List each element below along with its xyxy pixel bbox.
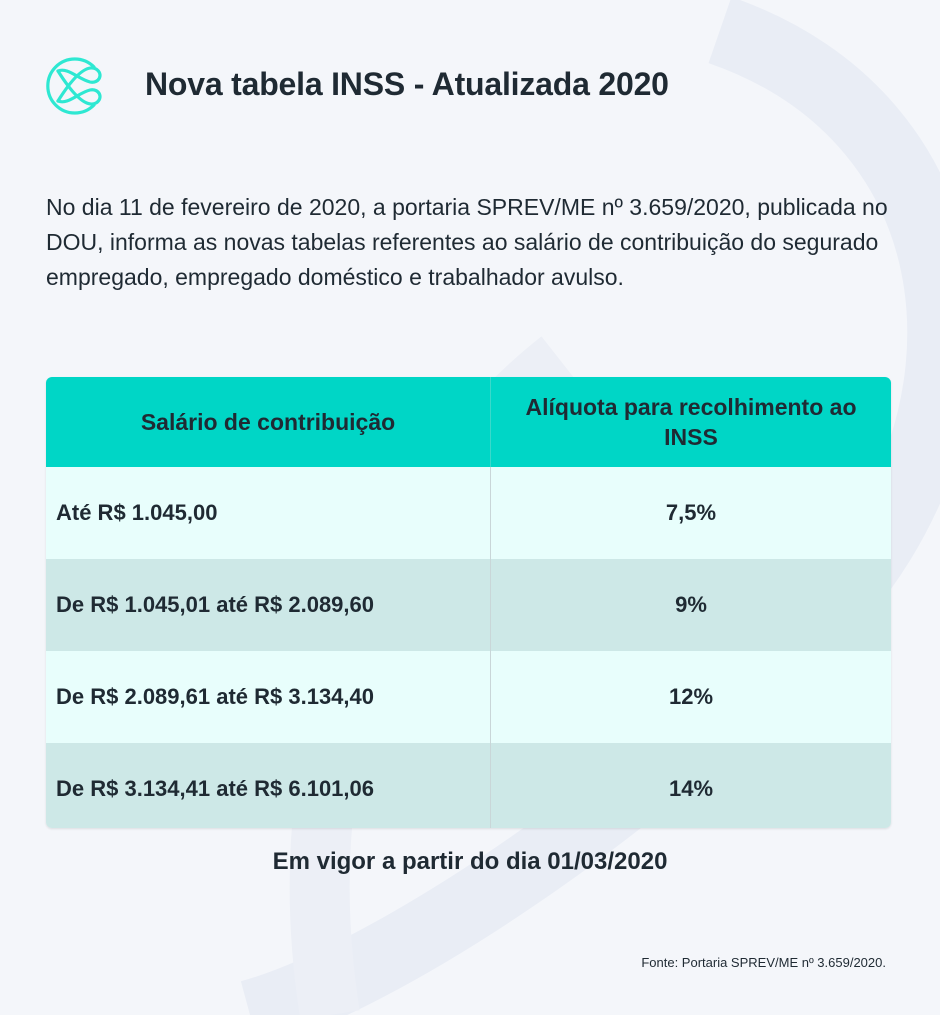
inss-rate-table: Salário de contribuição Alíquota para re… <box>46 377 891 828</box>
column-header-rate: Alíquota para recolhimento ao INSS <box>490 377 891 467</box>
page-title: Nova tabela INSS - Atualizada 2020 <box>145 66 669 102</box>
rate-cell: 7,5% <box>490 467 891 559</box>
table-row: De R$ 2.089,61 até R$ 3.134,40 12% <box>46 651 891 743</box>
table-row: De R$ 1.045,01 até R$ 2.089,60 9% <box>46 559 891 651</box>
salary-range-cell: De R$ 1.045,01 até R$ 2.089,60 <box>46 559 491 651</box>
rate-cell: 14% <box>490 743 891 828</box>
table-header-row: Salário de contribuição Alíquota para re… <box>46 377 891 467</box>
intro-paragraph: No dia 11 de fevereiro de 2020, a portar… <box>46 194 888 290</box>
c-knot-logo-icon <box>46 57 102 115</box>
salary-range-cell: De R$ 2.089,61 até R$ 3.134,40 <box>46 651 491 743</box>
rate-cell: 12% <box>490 651 891 743</box>
salary-range-cell: Até R$ 1.045,00 <box>46 467 491 559</box>
effective-date-note: Em vigor a partir do dia 01/03/2020 <box>272 848 668 875</box>
table-row: De R$ 3.134,41 até R$ 6.101,06 14% <box>46 743 891 828</box>
salary-range-cell: De R$ 3.134,41 até R$ 6.101,06 <box>46 743 491 828</box>
source-citation: Fonte: Portaria SPREV/ME nº 3.659/2020. <box>641 955 886 970</box>
table-row: Até R$ 1.045,00 7,5% <box>46 467 891 559</box>
rate-cell: 9% <box>490 559 891 651</box>
column-header-salary: Salário de contribuição <box>46 377 491 467</box>
